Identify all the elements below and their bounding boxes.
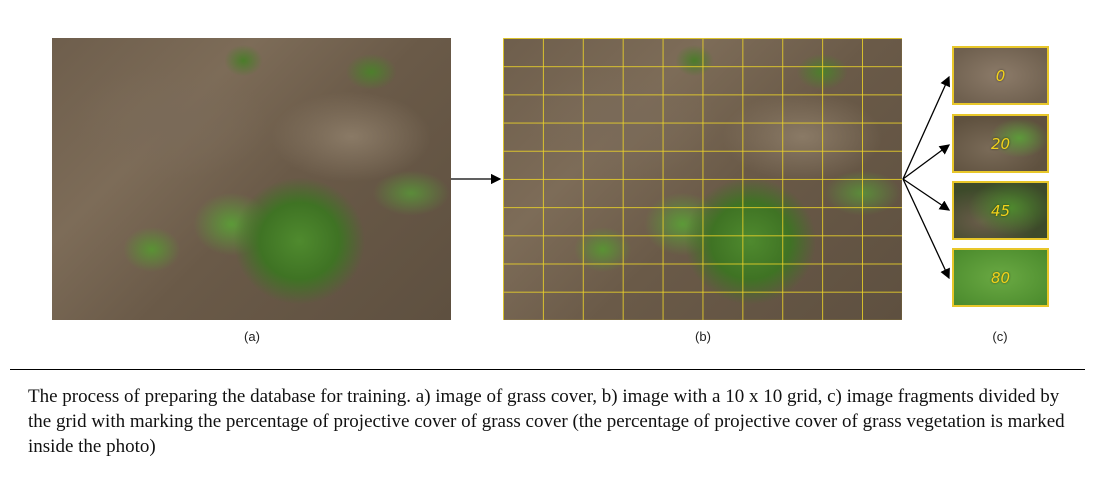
photo-grass-cover xyxy=(52,38,451,320)
fragment-1-value: 20 xyxy=(990,134,1011,153)
fragment-3: 80 xyxy=(952,248,1049,307)
caption-divider xyxy=(10,369,1085,370)
figure-caption: The process of preparing the database fo… xyxy=(28,386,1065,457)
panel-label-c: (c) xyxy=(992,329,1008,344)
fragment-1: 20 xyxy=(952,114,1049,173)
fragment-2: 45 xyxy=(952,181,1049,240)
panel-label-a: (a) xyxy=(244,329,260,344)
fragment-0: 0 xyxy=(952,46,1049,105)
panel-label-b: (b) xyxy=(695,329,711,344)
grid-overlay xyxy=(503,38,902,320)
photo-grass-cover-grid xyxy=(503,38,902,320)
fragment-2-value: 45 xyxy=(990,201,1011,220)
arrow-to-fragment-2 xyxy=(902,178,951,211)
arrow-to-fragment-1 xyxy=(902,144,951,180)
arrow-to-fragment-0 xyxy=(902,75,950,180)
fragment-3-value: 80 xyxy=(990,268,1011,287)
fragment-0-value: 0 xyxy=(995,66,1006,85)
arrow-to-fragment-3 xyxy=(902,178,950,280)
